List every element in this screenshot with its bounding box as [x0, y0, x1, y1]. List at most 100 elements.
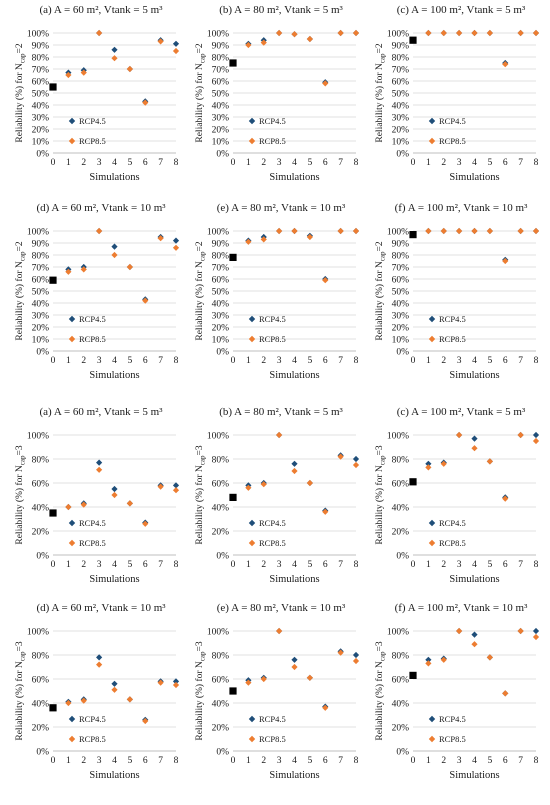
x-tick-label: 2 — [81, 158, 86, 168]
y-tick-label: 60% — [212, 675, 230, 685]
data-point-rcp85 — [142, 99, 149, 106]
y-tick-label: 80% — [32, 455, 50, 465]
y-axis-label: Reliability (%) for Ncap=3 — [194, 641, 207, 740]
data-point-rcp45 — [532, 431, 540, 439]
data-point-rcp85 — [532, 437, 540, 445]
x-tick-label: 4 — [292, 356, 297, 366]
x-tick-label: 5 — [308, 356, 313, 366]
x-tick-label: 7 — [518, 356, 523, 366]
data-point-rcp85 — [456, 627, 463, 635]
x-tick-label: 3 — [457, 356, 462, 366]
data-point-rcp85 — [337, 649, 344, 656]
y-tick-label: 60% — [32, 77, 50, 87]
data-point-rcp85 — [502, 495, 509, 502]
data-point-rcp85 — [471, 227, 478, 235]
data-point-rcp85 — [306, 479, 313, 487]
legend-label-rcp45: RCP4.5 — [259, 116, 286, 126]
y-tick-label: 70% — [212, 263, 230, 273]
x-tick-label: 8 — [174, 356, 179, 366]
y-axis-label-subscript: cap — [199, 455, 207, 465]
legend-label-rcp85: RCP8.5 — [259, 334, 286, 344]
x-tick-label: 2 — [261, 560, 266, 570]
y-axis-label-subscript: cap — [19, 651, 27, 661]
x-tick-label: 2 — [441, 560, 446, 570]
x-tick-label: 6 — [323, 756, 328, 766]
x-tick-label: 1 — [66, 560, 71, 570]
data-point-rcp85 — [111, 491, 118, 499]
y-tick-label: 100% — [27, 627, 49, 637]
data-point-rcp85 — [96, 466, 103, 473]
y-axis-label-subscript: cap — [199, 651, 207, 661]
x-tick-label: 7 — [518, 158, 523, 168]
y-axis-label-subscript: cap — [199, 251, 207, 261]
y-tick-label: 20% — [212, 723, 230, 733]
y-tick-label: 90% — [212, 41, 230, 51]
data-point-rcp85 — [96, 227, 103, 235]
x-tick-label: 0 — [231, 560, 236, 570]
x-tick-label: 8 — [534, 560, 539, 570]
y-tick-label: 40% — [392, 503, 410, 513]
data-point-rcp85 — [517, 627, 524, 635]
baseline-point — [229, 687, 237, 695]
y-tick-label: 50% — [392, 89, 410, 99]
data-point-rcp45 — [172, 40, 180, 47]
x-tick-label: 6 — [143, 560, 148, 570]
legend-marker-rcp85 — [428, 335, 436, 343]
y-axis-label: Reliability (%) for Ncap=3 — [14, 641, 27, 740]
x-axis-label: Simulations — [89, 574, 139, 585]
x-tick-label: 8 — [174, 756, 179, 766]
y-tick-label: 100% — [207, 227, 229, 237]
y-axis-label-suffix: =3 — [375, 641, 385, 651]
y-tick-label: 50% — [212, 287, 230, 297]
data-point-rcp45 — [425, 656, 432, 663]
x-tick-label: 8 — [354, 756, 359, 766]
y-axis-label-suffix: =2 — [15, 241, 25, 251]
x-tick-label: 8 — [534, 756, 539, 766]
y-tick-label: 30% — [392, 311, 410, 321]
x-tick-label: 5 — [308, 560, 313, 570]
y-tick-label: 100% — [207, 627, 229, 637]
legend-marker-rcp85 — [68, 539, 76, 547]
y-tick-label: 20% — [32, 723, 50, 733]
y-tick-label: 40% — [392, 299, 410, 309]
data-point-rcp85 — [172, 487, 180, 494]
legend-label-rcp45: RCP4.5 — [79, 714, 106, 724]
legend-marker-rcp45 — [68, 715, 76, 723]
x-tick-label: 2 — [441, 356, 446, 366]
x-tick-label: 4 — [292, 158, 297, 168]
data-point-rcp85 — [440, 227, 447, 235]
x-tick-label: 2 — [81, 356, 86, 366]
x-tick-label: 4 — [472, 756, 477, 766]
x-tick-label: 8 — [354, 158, 359, 168]
y-tick-label: 30% — [32, 311, 50, 321]
legend-label-rcp45: RCP4.5 — [259, 714, 286, 724]
y-axis-label-suffix: =3 — [15, 641, 25, 651]
data-point-rcp85 — [471, 445, 478, 452]
y-axis-label: Reliability (%) for Ncap=3 — [374, 641, 387, 740]
x-tick-label: 0 — [411, 356, 416, 366]
legend-marker-rcp85 — [248, 735, 256, 743]
y-tick-label: 80% — [32, 251, 50, 261]
x-tick-label: 2 — [261, 356, 266, 366]
chart-title: (c) A = 100 m², Vtank = 5 m³ — [397, 406, 526, 418]
x-tick-label: 6 — [143, 756, 148, 766]
x-tick-label: 1 — [246, 756, 251, 766]
x-tick-label: 4 — [472, 356, 477, 366]
data-point-rcp85 — [126, 500, 133, 507]
chart-panel-9: (c) A = 100 m², Vtank = 5 m³ 0% 20% 40% 60% 8… — [374, 406, 540, 585]
data-point-rcp85 — [126, 65, 133, 73]
y-tick-label: 10% — [212, 137, 230, 147]
x-axis-label: Simulations — [449, 172, 499, 183]
data-point-rcp85 — [291, 227, 298, 235]
legend-label-rcp85: RCP8.5 — [79, 734, 106, 744]
x-axis-label: Simulations — [449, 370, 499, 381]
legend-label-rcp45: RCP4.5 — [439, 314, 466, 324]
y-axis-label-main: Reliability (%) for N — [14, 63, 25, 143]
y-axis-label-main: Reliability (%) for N — [374, 661, 385, 741]
y-tick-label: 70% — [32, 263, 50, 273]
y-tick-label: 80% — [392, 53, 410, 63]
y-tick-label: 100% — [27, 431, 49, 441]
x-tick-label: 3 — [277, 756, 282, 766]
y-tick-label: 80% — [32, 53, 50, 63]
x-axis-label: Simulations — [89, 172, 139, 183]
